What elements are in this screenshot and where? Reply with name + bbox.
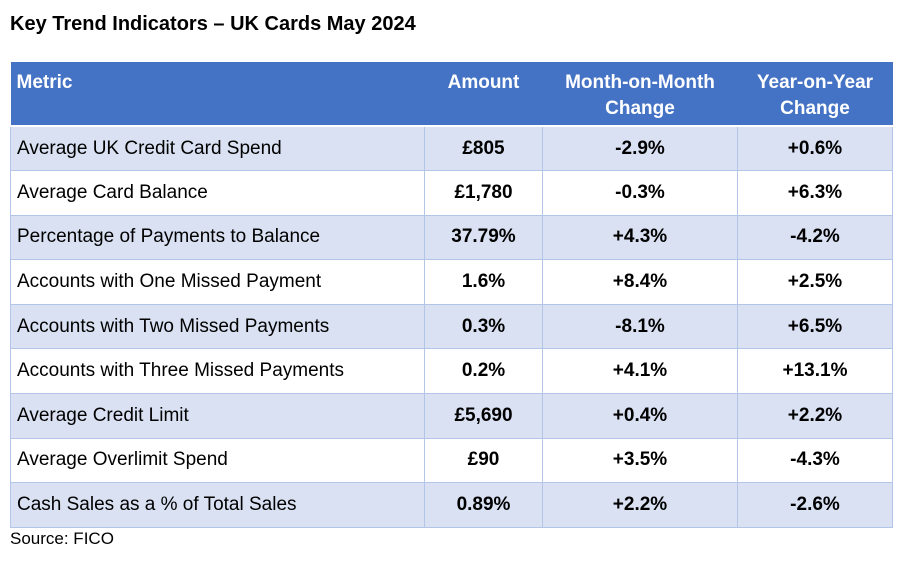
table-row: Accounts with Two Missed Payments 0.3% -8.… [10,303,893,350]
yoy-change-cell: +0.6% [737,125,893,172]
amount-cell: 0.89% [424,482,543,528]
metric-cell: Cash Sales as a % of Total Sales [10,482,425,528]
yoy-change-cell: +2.5% [737,259,893,305]
page-title: Key Trend Indicators – UK Cards May 2024 [10,13,416,35]
column-header-yoy: Year-on-Year Change [737,62,893,127]
amount-cell: 0.3% [424,303,543,350]
metric-cell: Accounts with One Missed Payment [10,259,425,305]
mom-change-cell: +0.4% [542,393,738,439]
metric-cell: Accounts with Three Missed Payments [10,348,425,395]
mom-change-cell: -8.1% [542,303,738,350]
mom-change-cell: +4.3% [542,214,738,261]
yoy-change-cell: -4.2% [737,214,893,261]
header-row: Metric Amount Month-on-Month Change Year… [10,62,893,127]
column-header-amount: Amount [424,62,543,127]
yoy-change-cell: -2.6% [737,482,893,528]
table-row: Average UK Credit Card Spend £805 -2.9% +0.… [10,125,893,172]
yoy-change-cell: +6.5% [737,303,893,350]
table-row: Average Credit Limit £5,690 +0.4% +2.2% [10,393,893,439]
metric-cell: Average UK Credit Card Spend [10,125,425,172]
amount-cell: 0.2% [424,348,543,395]
mom-change-cell: +4.1% [542,348,738,395]
amount-cell: 37.79% [424,214,543,261]
amount-cell: 1.6% [424,259,543,305]
mom-change-cell: -2.9% [542,125,738,172]
table-row: Average Overlimit Spend £90 +3.5% -4.3% [10,437,893,484]
amount-cell: £90 [424,437,543,484]
yoy-change-cell: -4.3% [737,437,893,484]
table-row: Percentage of Payments to Balance 37.79% +… [10,214,893,261]
amount-cell: £5,690 [424,393,543,439]
metric-cell: Average Overlimit Spend [10,437,425,484]
column-header-metric: Metric [10,62,425,127]
yoy-change-cell: +2.2% [737,393,893,439]
column-header-mom: Month-on-Month Change [542,62,738,127]
table-row: Accounts with One Missed Payment 1.6% +8.4… [10,259,893,305]
mom-change-cell: +2.2% [542,482,738,528]
trend-table: Metric Amount Month-on-Month Change Year… [10,62,893,528]
metric-cell: Percentage of Payments to Balance [10,214,425,261]
metric-cell: Accounts with Two Missed Payments [10,303,425,350]
mom-change-cell: +8.4% [542,259,738,305]
table-row: Accounts with Three Missed Payments 0.2% +… [10,348,893,395]
table-row: Average Card Balance £1,780 -0.3% +6.3% [10,170,893,216]
yoy-change-cell: +6.3% [737,170,893,216]
mom-change-cell: -0.3% [542,170,738,216]
source-note: Source: FICO [10,529,114,548]
amount-cell: £1,780 [424,170,543,216]
table-body: Average UK Credit Card Spend £805 -2.9% +0.… [10,125,893,528]
yoy-change-cell: +13.1% [737,348,893,395]
amount-cell: £805 [424,125,543,172]
metric-cell: Average Card Balance [10,170,425,216]
mom-change-cell: +3.5% [542,437,738,484]
metric-cell: Average Credit Limit [10,393,425,439]
table-row: Cash Sales as a % of Total Sales 0.89% +2.… [10,482,893,528]
